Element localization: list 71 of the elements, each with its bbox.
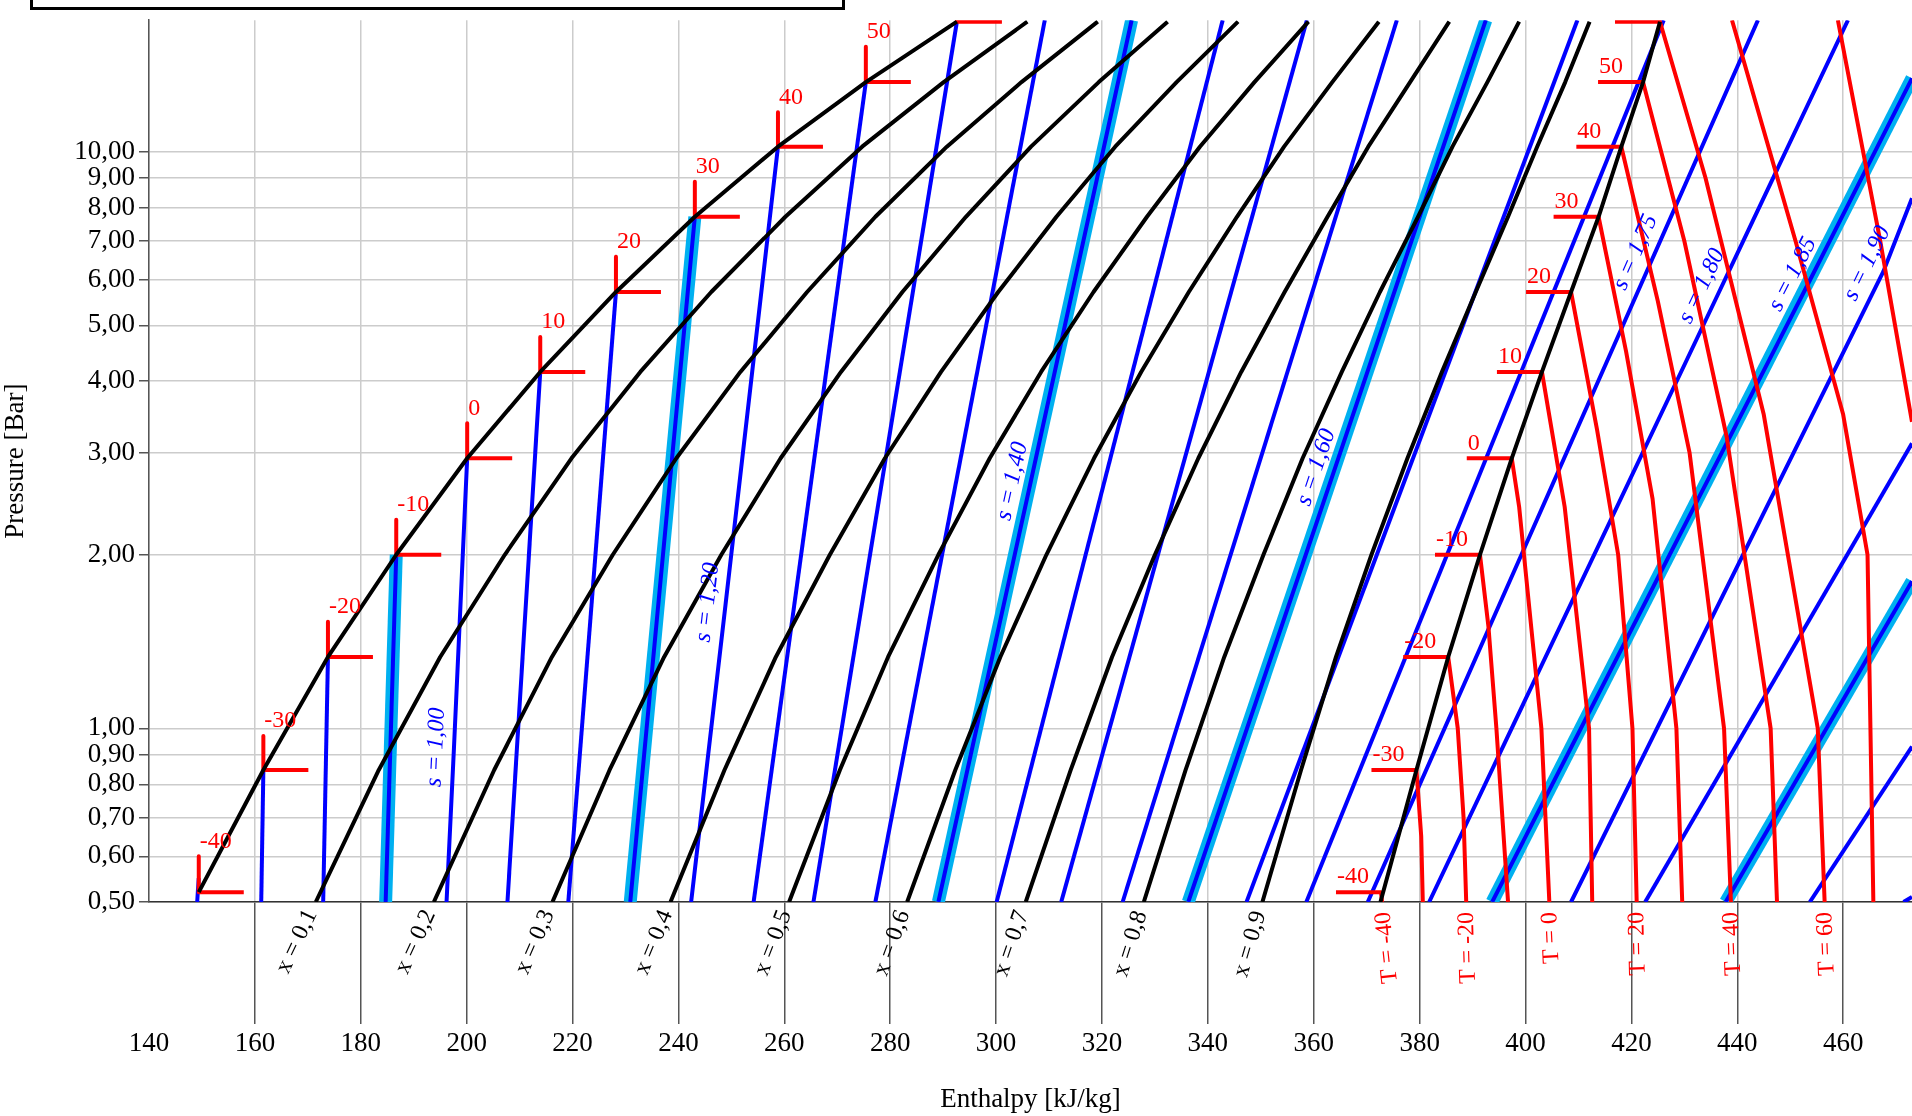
- x-tick-label: 200: [446, 1027, 487, 1058]
- y-tick-label: 0,50: [87, 885, 135, 916]
- x-tick-label: 220: [552, 1027, 593, 1058]
- x-tick-label: 340: [1187, 1027, 1229, 1058]
- y-tick-label: 7,00: [87, 224, 135, 255]
- y-tick-label: 2,00: [87, 537, 135, 568]
- annotation: 20: [616, 227, 641, 254]
- y-tick-label: 8,00: [87, 190, 135, 221]
- y-axis-title: Pressure [Bar]: [0, 383, 30, 539]
- annotation: 40: [778, 82, 803, 109]
- text: s = 1,60: [1289, 425, 1340, 509]
- x-tick-label: 380: [1399, 1027, 1440, 1058]
- text: T = -20: [1451, 911, 1481, 985]
- text: x = 0,9: [1226, 907, 1271, 980]
- x-axis-title: Enthalpy [kJ/kg]: [940, 1082, 1121, 1113]
- text: x = 0,7: [986, 906, 1034, 980]
- y-tick-label: 0,80: [87, 767, 135, 798]
- x-tick-label: 320: [1081, 1027, 1123, 1058]
- y-tick-label: 3,00: [87, 436, 135, 467]
- annotation: 30: [1554, 187, 1579, 214]
- text: T = 0: [1535, 911, 1564, 965]
- text: x = 0,6: [866, 906, 915, 979]
- y-tick-label: 4,00: [87, 364, 135, 395]
- x-tick-label: 260: [764, 1027, 805, 1058]
- x-tick-label: 140: [128, 1027, 170, 1058]
- annotation: -40: [1336, 862, 1369, 889]
- x-tick-label: 180: [340, 1027, 382, 1058]
- annotation: 20: [1527, 262, 1552, 289]
- annotation: -20: [328, 592, 361, 619]
- text: x = 0,2: [388, 904, 440, 978]
- annotation: 50: [1599, 52, 1624, 79]
- annotation: 0: [1467, 428, 1480, 455]
- text: s = 1,75: [1606, 209, 1663, 294]
- text: s = 1,40: [989, 439, 1032, 523]
- x-tick-label: 440: [1717, 1027, 1758, 1058]
- text: T = 20: [1622, 911, 1650, 977]
- text: T = -40: [1368, 910, 1402, 985]
- y-tick-label: 6,00: [87, 262, 135, 293]
- annotation: 50: [866, 17, 891, 44]
- y-tick-label: 1,00: [87, 711, 135, 742]
- x-tick-label: 300: [975, 1027, 1017, 1058]
- text: x = 0,5: [747, 906, 797, 979]
- x-tick-label: 400: [1505, 1027, 1546, 1058]
- text: x = 0,4: [627, 905, 678, 979]
- y-tick-label: 0,60: [87, 839, 135, 870]
- text: T = 40: [1716, 911, 1746, 977]
- text: s = 1,80: [1671, 243, 1730, 327]
- annotation: -10: [397, 490, 430, 517]
- text: s = 1,85: [1761, 232, 1821, 315]
- text: T = 60: [1810, 911, 1839, 977]
- x-tick-label: 460: [1822, 1027, 1864, 1058]
- text: x = 0,1: [269, 904, 322, 977]
- x-tick-label: 420: [1611, 1027, 1652, 1058]
- annotation: 30: [695, 151, 720, 178]
- x-tick-label: 160: [234, 1027, 276, 1058]
- annotation: 0: [468, 393, 481, 420]
- annotation: 10: [1497, 342, 1522, 369]
- text: x = 0,3: [508, 905, 559, 978]
- text: x = 0,8: [1106, 907, 1152, 980]
- text: s = 1,90: [1836, 221, 1895, 305]
- x-tick-label: 240: [658, 1027, 699, 1058]
- annotation: 40: [1577, 116, 1602, 143]
- x-tick-label: 280: [869, 1027, 911, 1058]
- y-tick-label: 10,00: [74, 134, 135, 165]
- annotation: 10: [541, 307, 566, 334]
- text: s = 1,20: [688, 561, 724, 644]
- y-tick-label: 5,00: [87, 308, 135, 339]
- text: s = 1,00: [419, 706, 450, 788]
- y-tick-label: 0,70: [87, 800, 135, 831]
- x-tick-label: 360: [1293, 1027, 1334, 1058]
- annotation: -30: [1372, 740, 1405, 767]
